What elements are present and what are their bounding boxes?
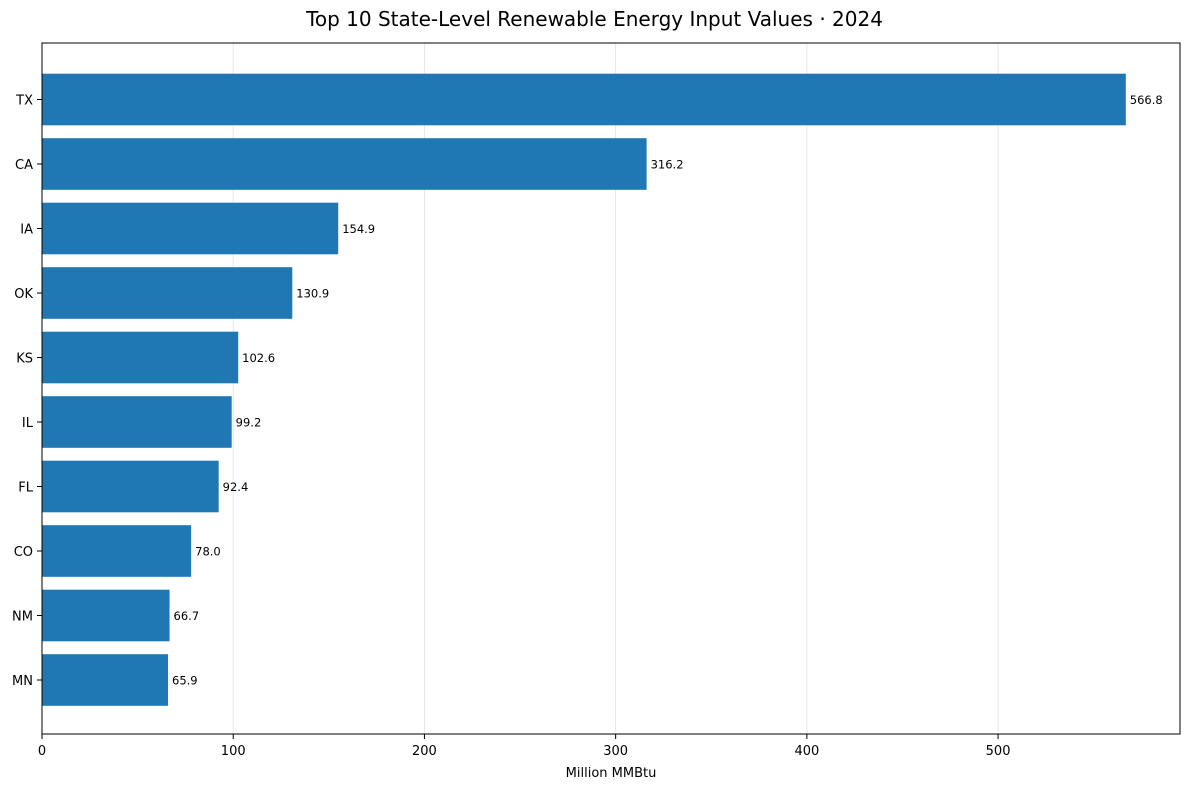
data-label-fl: 92.4	[223, 480, 249, 494]
chart-title: Top 10 State-Level Renewable Energy Inpu…	[305, 7, 883, 31]
x-tick-label: 0	[38, 744, 46, 759]
x-tick-label: 200	[412, 744, 437, 759]
y-tick-label: TX	[15, 94, 33, 109]
y-tick-label: OK	[14, 287, 33, 302]
y-tick-label: NM	[12, 610, 33, 625]
bars-layer: 566.8 316.2 154.9 130.9 102.6 99.2 92.4 78.0 66.…	[42, 73, 1163, 706]
data-label-il: 99.2	[236, 416, 262, 430]
bar-mn	[42, 654, 169, 706]
y-axis: TX CA IA OK KS IL FL CO NM MN	[12, 94, 42, 689]
y-tick-label: CA	[15, 158, 33, 173]
x-tick-label: 100	[221, 744, 246, 759]
y-tick-label: KS	[16, 352, 33, 367]
y-tick-label: MN	[12, 674, 33, 689]
data-label-co: 78.0	[195, 545, 221, 559]
x-axis: 0 100 200 300 400 500	[38, 734, 1011, 759]
data-label-ks: 102.6	[242, 351, 275, 365]
bar-ks	[42, 331, 239, 384]
bar-ok	[42, 267, 293, 319]
bar-il	[42, 396, 232, 448]
y-tick-label: CO	[14, 545, 33, 560]
plot-frame	[41, 42, 1181, 735]
x-tick-label: 400	[794, 744, 819, 759]
bar-ca	[42, 138, 647, 190]
x-tick-label: 300	[603, 744, 628, 759]
x-axis-title: Million MMBtu	[566, 766, 657, 781]
y-tick-label: IL	[22, 416, 34, 431]
bar-nm	[42, 589, 170, 642]
data-label-ca: 316.2	[651, 158, 684, 172]
data-label-ia: 154.9	[342, 222, 375, 236]
data-label-tx: 566.8	[1130, 93, 1163, 107]
bar-co	[42, 525, 192, 577]
y-tick-label: FL	[18, 481, 33, 496]
y-tick-label: IA	[20, 223, 33, 238]
bar-fl	[42, 460, 219, 513]
data-label-mn: 65.9	[172, 674, 198, 688]
x-tick-label: 500	[986, 744, 1011, 759]
bar-ia	[42, 202, 339, 255]
data-label-nm: 66.7	[174, 609, 200, 623]
data-label-ok: 130.9	[296, 287, 329, 301]
bar-tx	[42, 73, 1126, 126]
